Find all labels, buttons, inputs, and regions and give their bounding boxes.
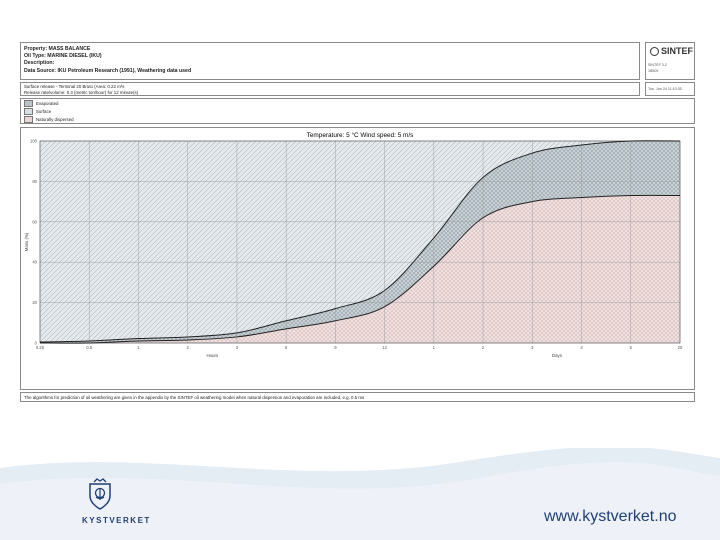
x-tick-label: 3	[531, 345, 534, 350]
legend: Evaporated Surface Naturally dispersed	[20, 98, 695, 124]
y-tick-label: 60	[32, 219, 37, 224]
x-axis-label-days: Days	[552, 353, 563, 358]
x-tick-label: 4	[580, 345, 583, 350]
date-box: Tue, Jun 24 11:10:35	[645, 82, 695, 96]
footnote-text: The algorithms for prediction of oil wea…	[24, 394, 365, 400]
line-evaporated-boundary	[39, 140, 681, 343]
release-line-2: Release rate/volume: 0.3 (metric ton/hou…	[24, 90, 139, 95]
y-tick-label: 100	[30, 139, 38, 144]
sintef-logo-box: SINTEF SINTEF 3.2 1B509	[645, 42, 695, 80]
website-link[interactable]: www.kystverket.no	[544, 508, 677, 525]
weathering-report: Property: MASS BALANCE Oil Type: MARINE …	[20, 42, 695, 417]
y-axis-label: Mass (%)	[24, 232, 29, 251]
legend-item-evaporated: Evaporated	[24, 99, 58, 107]
evaporated-swatch	[24, 99, 33, 107]
oil-type-label: Oil Type: MARINE DIESEL (IKU)	[24, 53, 102, 59]
footer-wave-band	[0, 448, 720, 540]
x-tick-label: 2	[187, 345, 190, 350]
x-tick-label: 0.25	[36, 345, 45, 350]
legend-item-dispersed: Naturally dispersed	[24, 115, 74, 123]
y-tick-label: 20	[32, 300, 37, 305]
report-header: Property: MASS BALANCE Oil Type: MARINE …	[20, 42, 640, 80]
x-tick-label: 9	[334, 345, 337, 350]
chart-title: Temperature: 5 °C Wind speed: 5 m/s	[307, 131, 414, 139]
id-label: 1B509	[648, 69, 659, 73]
surface-swatch	[24, 107, 33, 115]
y-tick-label: 40	[32, 260, 37, 265]
y-tick-label: 0	[35, 341, 38, 346]
x-tick-label: 2	[482, 345, 485, 350]
x-tick-label: 1	[137, 345, 140, 350]
release-info: Surface release - Terminal 20 Bruto (Are…	[20, 82, 640, 96]
legend-item-surface: Surface	[24, 107, 51, 115]
mass-balance-chart: Temperature: 5 °C Wind speed: 5 m/s 100 8…	[20, 127, 695, 390]
property-label: Property: MASS BALANCE	[24, 46, 91, 52]
x-tick-label: 5	[630, 345, 633, 350]
plot-frame	[39, 140, 681, 344]
kystverket-crest-icon	[89, 478, 111, 510]
x-tick-label: 12	[382, 345, 387, 350]
footnote-box: The algorithms for prediction of oil wea…	[20, 392, 695, 402]
dispersed-swatch	[24, 115, 33, 123]
area-dispersed	[40, 195, 680, 344]
x-tick-label: 1	[433, 345, 436, 350]
release-line-1: Surface release - Terminal 20 Bruto (Are…	[24, 84, 125, 89]
kystverket-brand: KYSTVERKET	[82, 516, 151, 525]
description-label: Description:	[24, 60, 55, 66]
date-label: Tue, Jun 24 11:10:35	[648, 87, 682, 91]
x-tick-label: 0.5	[86, 345, 92, 350]
line-dispersed-boundary	[39, 194, 681, 344]
x-tick-label: 20	[678, 345, 683, 350]
x-axis-label-hours: Hours	[206, 353, 219, 358]
x-tick-label: 3	[236, 345, 239, 350]
sintef-gear-icon	[650, 46, 659, 56]
x-tick-label: 6	[285, 345, 288, 350]
version-label: SINTEF 3.2	[648, 63, 667, 67]
sintef-logo: SINTEF	[650, 46, 693, 56]
y-tick-label: 80	[32, 179, 37, 184]
data-source-label: Data Source: IKU Petroleum Research (199…	[24, 68, 192, 74]
